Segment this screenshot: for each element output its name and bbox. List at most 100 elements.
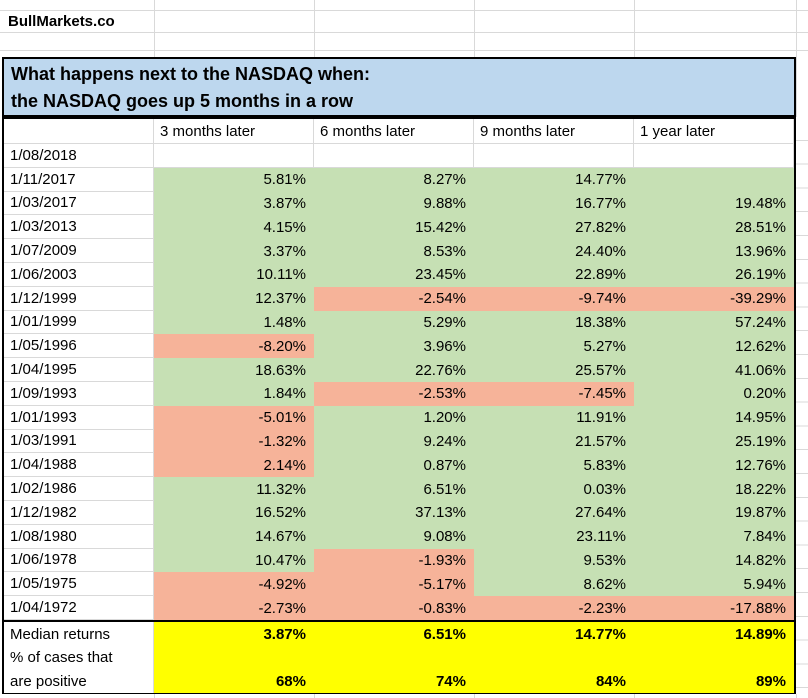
return-cell[interactable]: 18.22% <box>634 477 794 501</box>
return-cell[interactable]: -8.20% <box>154 334 314 359</box>
date-cell[interactable]: 1/08/1980 <box>4 524 154 549</box>
positive-value-cell[interactable]: 68% <box>154 668 314 694</box>
column-header-2[interactable]: 6 months later <box>314 119 474 144</box>
return-cell[interactable]: 1.20% <box>314 405 474 430</box>
date-cell[interactable]: 1/05/1975 <box>4 572 154 597</box>
return-cell[interactable]: 8.53% <box>314 239 474 263</box>
return-cell[interactable]: 26.19% <box>634 262 794 287</box>
return-cell[interactable]: 11.91% <box>474 405 634 430</box>
return-cell[interactable]: 11.32% <box>154 477 314 501</box>
return-cell[interactable] <box>634 144 794 168</box>
date-cell[interactable]: 1/01/1999 <box>4 310 154 335</box>
return-cell[interactable]: -1.93% <box>314 548 474 573</box>
return-cell[interactable]: 41.06% <box>634 358 794 382</box>
return-cell[interactable]: 9.53% <box>474 548 634 573</box>
return-cell[interactable]: 37.13% <box>314 500 474 525</box>
date-cell[interactable]: 1/06/1978 <box>4 548 154 573</box>
return-cell[interactable]: 3.37% <box>154 239 314 263</box>
return-cell[interactable]: 12.37% <box>154 286 314 311</box>
corner-cell[interactable] <box>4 119 154 144</box>
return-cell[interactable]: 25.57% <box>474 358 634 382</box>
date-cell[interactable]: 1/03/2013 <box>4 215 154 240</box>
return-cell[interactable]: -0.83% <box>314 596 474 620</box>
return-cell[interactable]: 22.89% <box>474 262 634 287</box>
return-cell[interactable]: 14.77% <box>474 167 634 192</box>
return-cell[interactable]: -9.74% <box>474 286 634 311</box>
return-cell[interactable]: 1.84% <box>154 381 314 406</box>
column-header-4[interactable]: 1 year later <box>634 119 794 144</box>
return-cell[interactable]: 18.63% <box>154 358 314 382</box>
date-cell[interactable]: 1/02/1986 <box>4 477 154 501</box>
positive-empty-cell[interactable] <box>314 646 474 669</box>
return-cell[interactable]: 5.94% <box>634 572 794 597</box>
median-value-cell[interactable]: 6.51% <box>314 621 474 647</box>
positive-value-cell[interactable]: 84% <box>474 668 634 694</box>
positive-label-line-1[interactable]: % of cases that <box>4 646 154 669</box>
return-cell[interactable]: 16.77% <box>474 191 634 216</box>
return-cell[interactable] <box>634 167 794 192</box>
return-cell[interactable]: 5.83% <box>474 453 634 478</box>
return-cell[interactable]: 22.76% <box>314 358 474 382</box>
date-cell[interactable]: 1/08/2018 <box>4 144 154 168</box>
positive-empty-cell[interactable] <box>474 646 634 669</box>
return-cell[interactable]: 15.42% <box>314 215 474 240</box>
date-cell[interactable]: 1/09/1993 <box>4 381 154 406</box>
return-cell[interactable]: 5.29% <box>314 310 474 335</box>
column-header-3[interactable]: 9 months later <box>474 119 634 144</box>
positive-value-cell[interactable]: 74% <box>314 668 474 694</box>
return-cell[interactable]: 12.76% <box>634 453 794 478</box>
return-cell[interactable]: 7.84% <box>634 524 794 549</box>
return-cell[interactable]: 8.27% <box>314 167 474 192</box>
date-cell[interactable]: 1/05/1996 <box>4 334 154 359</box>
return-cell[interactable]: 19.87% <box>634 500 794 525</box>
date-cell[interactable]: 1/04/1972 <box>4 596 154 620</box>
return-cell[interactable]: 24.40% <box>474 239 634 263</box>
date-cell[interactable]: 1/03/2017 <box>4 191 154 216</box>
date-cell[interactable]: 1/11/2017 <box>4 167 154 192</box>
date-cell[interactable]: 1/12/1999 <box>4 286 154 311</box>
return-cell[interactable]: 19.48% <box>634 191 794 216</box>
return-cell[interactable]: 4.15% <box>154 215 314 240</box>
date-cell[interactable]: 1/04/1988 <box>4 453 154 478</box>
return-cell[interactable]: 25.19% <box>634 429 794 454</box>
return-cell[interactable]: 1.48% <box>154 310 314 335</box>
return-cell[interactable]: 5.81% <box>154 167 314 192</box>
return-cell[interactable]: 3.96% <box>314 334 474 359</box>
return-cell[interactable]: 14.95% <box>634 405 794 430</box>
date-cell[interactable]: 1/06/2003 <box>4 262 154 287</box>
return-cell[interactable]: -5.17% <box>314 572 474 597</box>
return-cell[interactable]: -5.01% <box>154 405 314 430</box>
return-cell[interactable]: 10.11% <box>154 262 314 287</box>
return-cell[interactable]: -1.32% <box>154 429 314 454</box>
median-value-cell[interactable]: 14.89% <box>634 621 794 647</box>
return-cell[interactable]: 12.62% <box>634 334 794 359</box>
return-cell[interactable]: 28.51% <box>634 215 794 240</box>
return-cell[interactable]: 2.14% <box>154 453 314 478</box>
return-cell[interactable]: 0.87% <box>314 453 474 478</box>
return-cell[interactable]: 8.62% <box>474 572 634 597</box>
return-cell[interactable]: 9.24% <box>314 429 474 454</box>
return-cell[interactable]: 6.51% <box>314 477 474 501</box>
return-cell[interactable]: 27.82% <box>474 215 634 240</box>
return-cell[interactable] <box>474 144 634 168</box>
return-cell[interactable]: 23.45% <box>314 262 474 287</box>
return-cell[interactable]: 18.38% <box>474 310 634 335</box>
return-cell[interactable]: 9.08% <box>314 524 474 549</box>
return-cell[interactable]: -2.73% <box>154 596 314 620</box>
positive-empty-cell[interactable] <box>634 646 794 669</box>
return-cell[interactable]: 27.64% <box>474 500 634 525</box>
date-cell[interactable]: 1/01/1993 <box>4 405 154 430</box>
median-label[interactable]: Median returns <box>4 621 154 647</box>
median-value-cell[interactable]: 14.77% <box>474 621 634 647</box>
return-cell[interactable]: 16.52% <box>154 500 314 525</box>
return-cell[interactable]: 10.47% <box>154 548 314 573</box>
positive-value-cell[interactable]: 89% <box>634 668 794 694</box>
return-cell[interactable]: -2.54% <box>314 286 474 311</box>
positive-empty-cell[interactable] <box>154 646 314 669</box>
return-cell[interactable]: 57.24% <box>634 310 794 335</box>
return-cell[interactable]: 3.87% <box>154 191 314 216</box>
date-cell[interactable]: 1/04/1995 <box>4 358 154 382</box>
return-cell[interactable]: 0.20% <box>634 381 794 406</box>
return-cell[interactable]: -7.45% <box>474 381 634 406</box>
return-cell[interactable]: 13.96% <box>634 239 794 263</box>
